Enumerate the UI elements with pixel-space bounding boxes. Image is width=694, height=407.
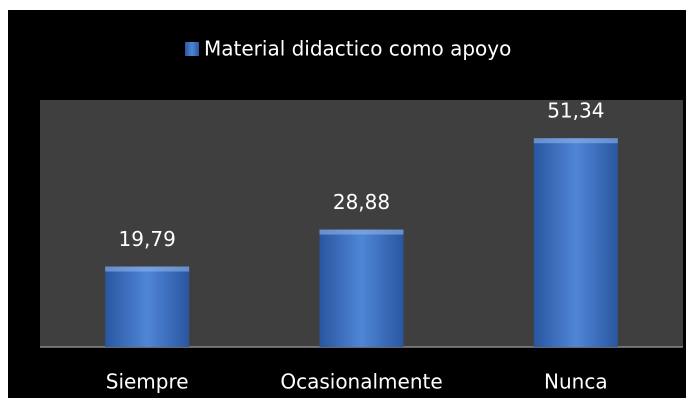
- x-tick-label: Nunca: [544, 370, 608, 394]
- x-tick-label: Ocasionalmente: [280, 370, 442, 394]
- bar: [105, 266, 190, 347]
- legend-label: Material didactico como apoyo: [204, 37, 511, 61]
- value-label: 19,79: [119, 227, 176, 251]
- value-label: 51,34: [547, 99, 604, 123]
- x-tick-label: Siempre: [106, 370, 189, 394]
- legend-swatch: [185, 42, 199, 56]
- bar: [319, 229, 404, 347]
- bar: [533, 138, 618, 347]
- bar-highlight: [319, 229, 404, 235]
- bar-highlight: [105, 266, 190, 272]
- bar-highlight: [533, 138, 618, 144]
- value-label: 28,88: [333, 190, 390, 214]
